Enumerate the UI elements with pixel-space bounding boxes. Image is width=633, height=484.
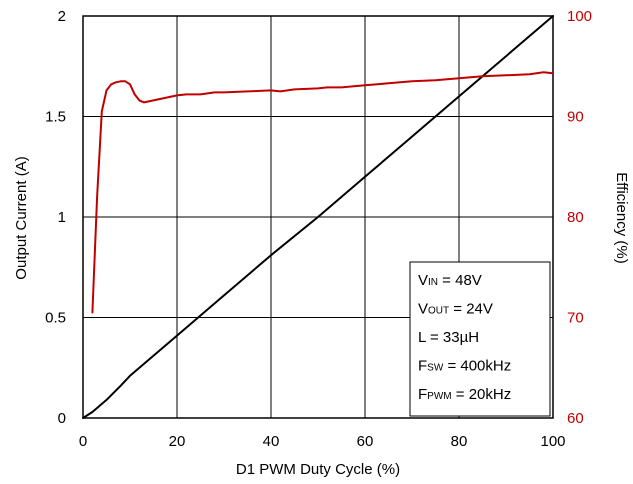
parameter-line: FPWM = 20kHz [418, 386, 511, 403]
y-right-axis-title: Efficiency (%) [613, 172, 630, 263]
y-left-tick-label: 1 [58, 209, 66, 226]
parameter-line: FSW = 400kHz [418, 358, 511, 375]
y-right-tick-label: 80 [567, 209, 584, 226]
efficiency-line [91, 71, 554, 314]
y-left-tick-label: 0 [58, 410, 66, 427]
x-tick-label: 40 [263, 433, 280, 450]
y-right-tick-label: 100 [567, 8, 592, 25]
x-tick-label: 80 [451, 433, 468, 450]
y-right-tick-label: 60 [567, 410, 584, 427]
output-current-line [82, 15, 554, 419]
y-left-tick-label: 2 [58, 8, 66, 25]
y-right-tick-labels: 60 70 80 90 100 [567, 8, 592, 427]
x-tick-label: 0 [79, 433, 87, 450]
parameter-box: VIN = 48V VOUT = 24V L = 33µH FSW = 400kHz F… [409, 261, 551, 417]
y-right-tick-label: 70 [567, 310, 584, 327]
y-left-axis-title: Output Current (A) [13, 156, 30, 279]
parameter-box-frame [409, 261, 551, 417]
x-axis-title: D1 PWM Duty Cycle (%) [236, 461, 400, 478]
x-tick-label: 60 [357, 433, 374, 450]
parameter-line: VOUT = 24V [418, 301, 493, 318]
x-tick-labels: 0 20 40 60 80 100 [79, 433, 566, 450]
y-right-tick-label: 90 [567, 109, 584, 126]
x-tick-label: 100 [540, 433, 565, 450]
y-left-tick-label: 1.5 [45, 109, 66, 126]
y-left-tick-labels: 0 0.5 1 1.5 2 [45, 8, 66, 427]
parameter-line: L = 33µH [418, 329, 479, 346]
series-layer [82, 15, 554, 419]
plot-frame [82, 15, 554, 419]
x-tick-label: 20 [169, 433, 186, 450]
y-left-tick-label: 0.5 [45, 310, 66, 327]
parameter-line: VIN = 48V [418, 272, 482, 289]
